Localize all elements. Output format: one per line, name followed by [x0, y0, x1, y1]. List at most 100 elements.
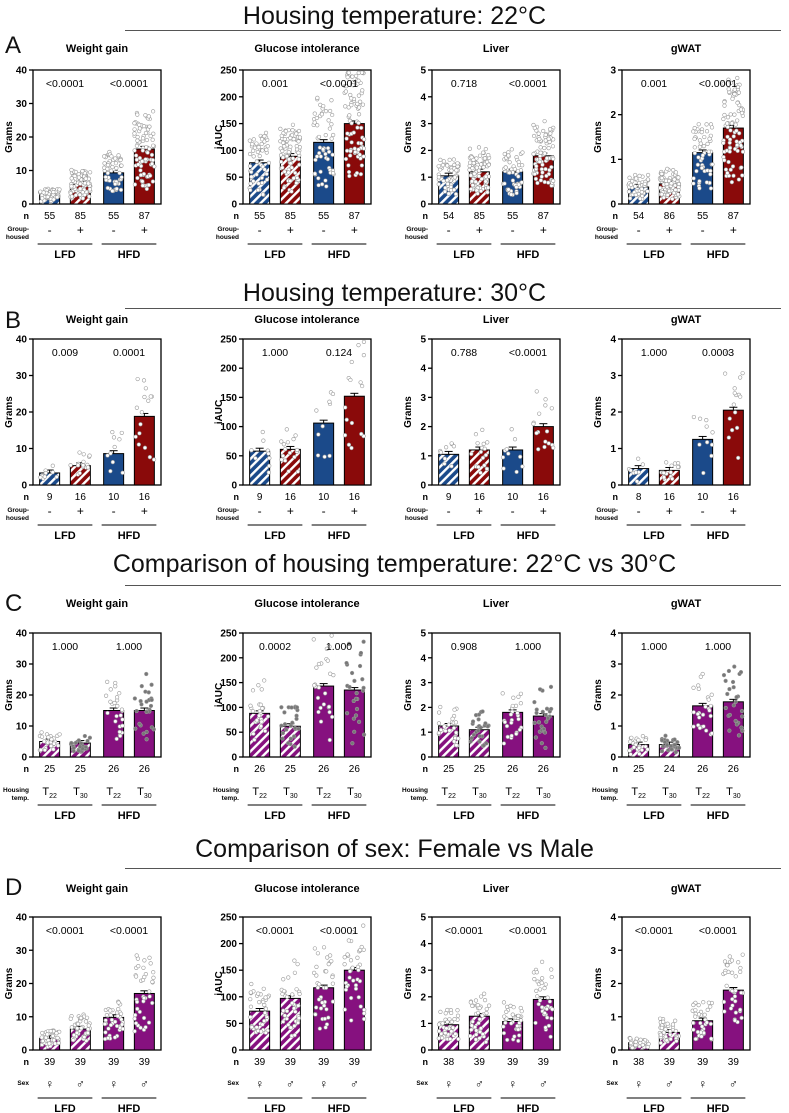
group-mark: T30	[283, 786, 298, 800]
data-point	[636, 456, 641, 461]
data-point	[113, 156, 118, 161]
data-point	[727, 416, 732, 421]
data-point	[294, 716, 299, 721]
data-point	[68, 463, 73, 468]
data-point	[257, 1000, 262, 1005]
data-point	[736, 90, 741, 95]
data-point	[532, 125, 537, 131]
group-row-label: Sex	[227, 1080, 239, 1087]
y-tick-label: 1	[420, 1019, 426, 1030]
data-point	[727, 686, 732, 692]
data-point	[356, 93, 361, 98]
data-point	[147, 994, 152, 999]
data-point	[628, 1036, 633, 1041]
panel-letter: A	[5, 32, 22, 59]
data-point	[112, 1035, 118, 1040]
data-point	[628, 468, 633, 473]
data-point	[537, 411, 542, 416]
group-mark: +	[287, 504, 294, 518]
data-point	[500, 691, 505, 696]
data-point	[726, 77, 731, 82]
data-point	[137, 122, 142, 127]
data-point	[738, 394, 743, 399]
data-point	[539, 1005, 545, 1010]
data-point	[722, 103, 727, 108]
data-point	[114, 1023, 120, 1029]
n-value: 26	[697, 764, 709, 775]
y-axis-label: iAUC	[214, 400, 225, 424]
data-point	[691, 710, 696, 715]
group-mark: ♂	[475, 1077, 484, 1091]
group-row-label: Housing	[3, 787, 29, 794]
data-point	[38, 747, 43, 753]
data-point	[469, 1027, 474, 1032]
data-point	[664, 1038, 669, 1043]
data-point	[266, 160, 272, 165]
data-point	[313, 157, 318, 162]
data-point	[730, 679, 736, 685]
data-point	[447, 1017, 452, 1022]
n-value: 55	[254, 211, 266, 222]
data-point	[73, 169, 79, 175]
data-point	[728, 128, 733, 133]
data-point	[116, 153, 121, 158]
data-point	[639, 186, 644, 191]
data-point	[693, 1036, 698, 1042]
data-point	[478, 470, 483, 475]
data-point	[253, 456, 258, 461]
y-axis-label: Grams	[4, 967, 15, 999]
data-point	[256, 991, 261, 996]
data-point	[320, 182, 325, 187]
y-tick-label: 250	[220, 66, 237, 77]
data-point	[328, 953, 333, 958]
data-point	[740, 371, 745, 376]
data-point	[633, 184, 638, 189]
n-value: 10	[507, 492, 519, 503]
data-point	[259, 175, 264, 181]
data-point	[118, 187, 124, 192]
data-point	[327, 737, 332, 743]
data-point	[723, 167, 729, 172]
group-row-label: temp.	[411, 795, 429, 802]
data-point	[75, 1026, 80, 1031]
data-point	[325, 146, 331, 151]
data-point	[108, 1022, 114, 1028]
data-point	[360, 677, 365, 682]
data-point	[141, 996, 147, 1001]
data-point	[105, 453, 110, 458]
data-point	[353, 983, 359, 988]
y-tick-label: 50	[226, 728, 238, 739]
y-tick-label: 3	[420, 678, 426, 689]
data-point	[675, 740, 680, 745]
diet-label: HFD	[517, 530, 540, 542]
data-point	[106, 1026, 111, 1031]
data-point	[473, 179, 478, 184]
data-point	[726, 668, 732, 674]
data-point	[738, 107, 744, 112]
data-point	[704, 122, 709, 127]
group-mark: -	[511, 223, 515, 237]
p-value: <0.0001	[320, 925, 358, 937]
data-point	[544, 429, 550, 434]
data-point	[324, 969, 329, 974]
data-point	[452, 175, 457, 180]
data-point	[257, 153, 262, 159]
data-point	[518, 454, 523, 459]
data-point	[637, 745, 642, 750]
chart-title: Glucose intolerance	[254, 598, 359, 610]
data-point	[282, 144, 287, 149]
data-point	[669, 463, 674, 468]
plot-frame	[242, 338, 372, 486]
data-point	[251, 179, 256, 184]
chart-title: Weight gain	[66, 314, 128, 326]
data-point	[148, 703, 154, 709]
section-divider	[125, 308, 781, 309]
data-point	[440, 163, 446, 168]
data-point	[323, 178, 328, 183]
group-mark: +	[666, 223, 673, 237]
n-value: 8	[636, 492, 642, 503]
